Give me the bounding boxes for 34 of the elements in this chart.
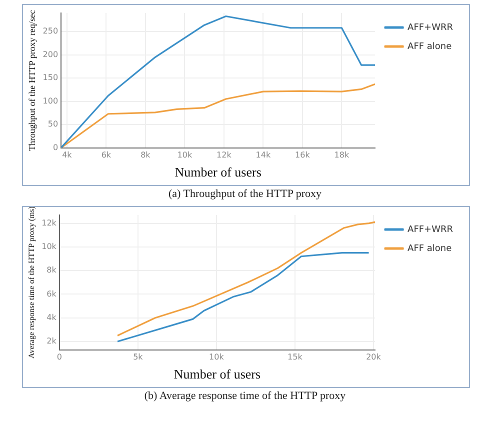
y-tick-label: 10k [42, 242, 57, 252]
x-axis-title: Number of users [174, 164, 262, 180]
y-tick-label: 0 [52, 142, 58, 152]
y-axis-title: Throughput of the HTTP proxy req/sec [26, 10, 37, 151]
x-tick-label: 18k [334, 150, 350, 160]
x-tick-label: 10k [209, 352, 224, 362]
x-tick-label: 4k [62, 150, 72, 160]
y-tick-label: 6k [46, 289, 57, 298]
legend-label: AFF alone [408, 42, 452, 52]
x-tick-label: 6k [101, 150, 112, 160]
y-tick-label: 4k [46, 312, 57, 322]
y-tick-label: 50 [48, 120, 58, 129]
x-tick-label: 5k [133, 352, 144, 362]
x-tick-label: 15k [288, 352, 303, 362]
y-tick-label: 200 [42, 50, 58, 59]
text: (a) Throughput of the HTTP proxy [167, 188, 323, 200]
y-tick-label: 150 [42, 73, 58, 82]
y-tick-label: 250 [42, 26, 58, 36]
y-tick-label: 2k [46, 336, 57, 346]
x-tick-label: 20k [366, 352, 382, 362]
x-tick-label: 14k [256, 150, 271, 160]
x-axis-title: Number of users [174, 366, 261, 382]
text: (b) Average response time of the HTTP proxy [143, 390, 347, 402]
x-tick-label: 8k [140, 150, 151, 160]
x-tick-label: 12k [216, 150, 232, 160]
x-tick-label: 16k [295, 150, 310, 160]
y-tick-label: 100 [42, 96, 58, 106]
y-tick-label: 12k [42, 218, 57, 228]
legend-label: AFF+WRR [408, 22, 454, 33]
x-tick-label: 10k [177, 150, 192, 160]
legend-label: AFF alone [408, 244, 452, 254]
legend-label: AFF+WRR [408, 224, 454, 235]
y-axis-title: Average response time of the HTTP proxy (ms) [26, 206, 36, 358]
y-tick-label: 8k [46, 266, 57, 275]
